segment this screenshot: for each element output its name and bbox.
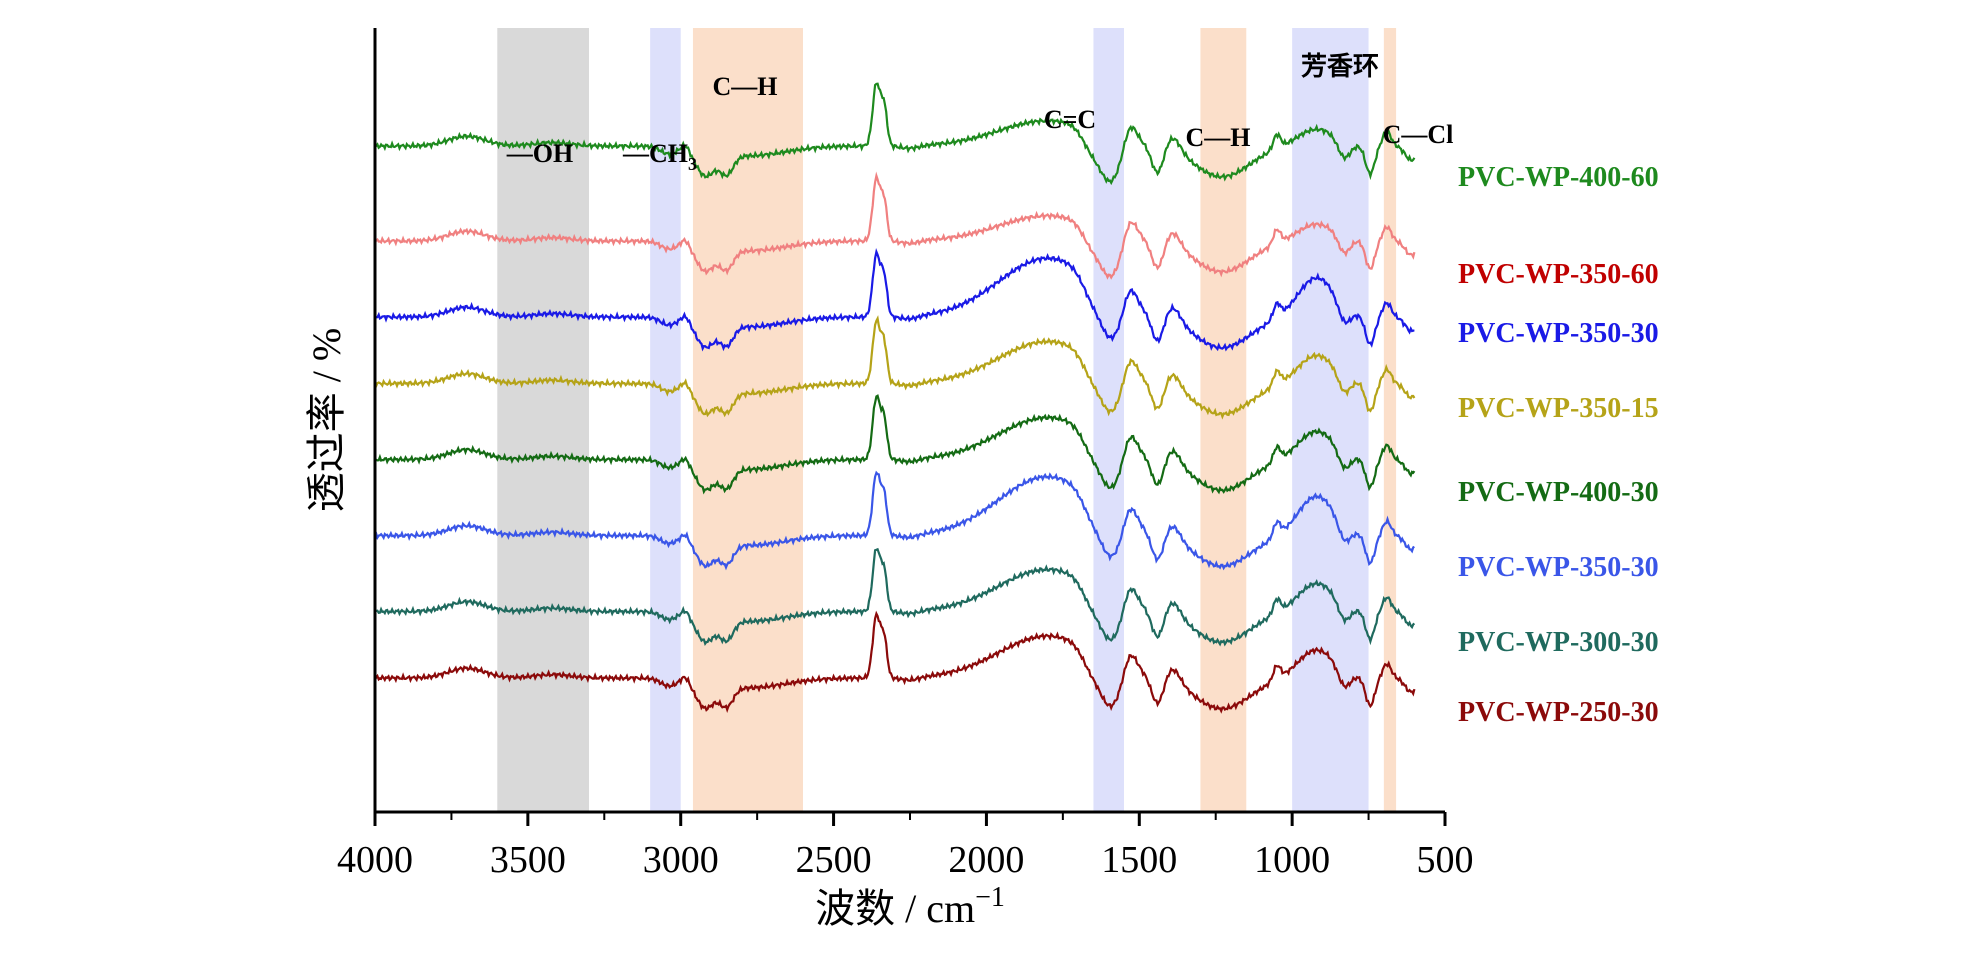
series-line-PVC-WP-250-30 [374, 610, 1416, 714]
series-line-PVC-WP-400-60 [374, 82, 1416, 186]
band-label-3: C=C [1044, 105, 1096, 134]
band-layer [497, 28, 1397, 812]
series-line-PVC-WP-350-15 [373, 315, 1416, 420]
series-labels: PVC-WP-400-60 PVC-WP-350-60 PVC-WP-350-30 P… [1458, 162, 1659, 728]
y-axis-label: 透过率 / % [304, 328, 349, 512]
x-axis-label: 波数 / cm−1 [815, 882, 1005, 931]
x-tick-label: 3000 [643, 839, 719, 881]
x-tick-label: 2500 [796, 839, 872, 881]
series-line-PVC-WP-400-30 [374, 394, 1416, 495]
band-0 [497, 28, 589, 812]
x-tick-label: 1500 [1101, 839, 1177, 881]
band-2 [692, 28, 803, 812]
band-label-6: C—Cl [1383, 120, 1454, 149]
band-label-2: C—H [713, 72, 778, 101]
series-label: PVC-WP-400-60 [1458, 162, 1659, 193]
x-tick-label: 4000 [337, 839, 413, 881]
band-3 [1093, 28, 1124, 812]
x-tick-label: 3500 [490, 839, 566, 881]
band-6 [1383, 28, 1397, 812]
series-label: PVC-WP-250-30 [1458, 697, 1659, 728]
x-tick-label: 1000 [1254, 839, 1330, 881]
series-line-PVC-WP-300-30 [374, 547, 1416, 647]
band-4 [1200, 28, 1247, 812]
x-axis-unit-exponent: −1 [975, 882, 1005, 913]
series-label: PVC-WP-300-30 [1458, 627, 1659, 658]
series-line-PVC-WP-350-30 [374, 470, 1415, 571]
series-label: PVC-WP-350-30 [1458, 318, 1659, 349]
series-line-PVC-WP-350-30 [374, 248, 1415, 352]
x-tick-label: 2000 [948, 839, 1024, 881]
series-label: PVC-WP-400-30 [1458, 477, 1659, 508]
series-label: PVC-WP-350-60 [1458, 259, 1659, 290]
band-label-4: C—H [1186, 123, 1251, 152]
series-line-PVC-WP-350-60 [373, 171, 1416, 280]
x-tick-label: 500 [1417, 839, 1474, 881]
series-label: PVC-WP-350-30 [1458, 552, 1659, 583]
x-ticks: 4000 3500 3000 2500 2000 1500 1000 500 [337, 812, 1474, 881]
series-label: PVC-WP-350-15 [1458, 393, 1659, 424]
band-label-5: 芳香环 [1301, 52, 1379, 81]
curve-layer [373, 82, 1416, 714]
band-label-0: —OH [506, 139, 573, 168]
band-label-subscript: 3 [688, 154, 697, 174]
